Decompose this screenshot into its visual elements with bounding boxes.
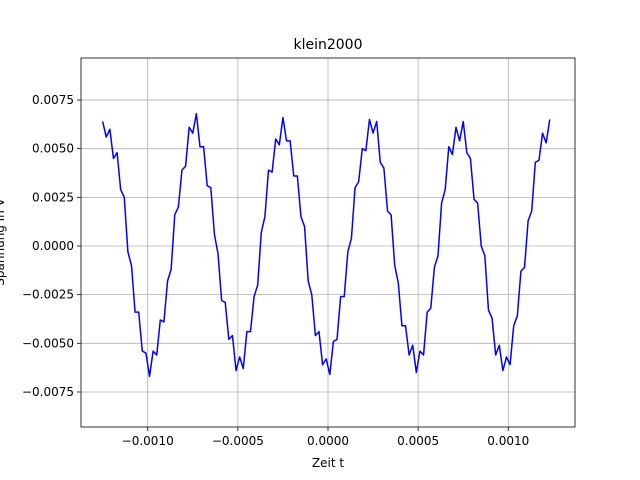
y-tick-label: 0.0075 [32,93,74,107]
y-tick-label: 0.0025 [32,190,74,204]
plot-frame [80,57,576,428]
x-tick-label: −0.0010 [122,434,174,448]
y-axis-label: Spannung in V [0,198,7,286]
x-tick-label: −0.0005 [212,434,264,448]
y-tick-label: −0.0025 [22,288,74,302]
x-tick-label: 0.0000 [307,434,349,448]
y-tick-label: −0.0075 [22,385,74,399]
x-tick-label: 0.0005 [397,434,439,448]
chart-title: klein2000 [293,37,362,53]
y-tick-label: 0.0050 [32,142,74,156]
x-axis-label: Zeit t [312,456,344,470]
signal-line [101,112,551,378]
y-tick-label: 0.0000 [32,239,74,253]
y-tick-label: −0.0050 [22,336,74,350]
x-tick-label: 0.0010 [487,434,529,448]
